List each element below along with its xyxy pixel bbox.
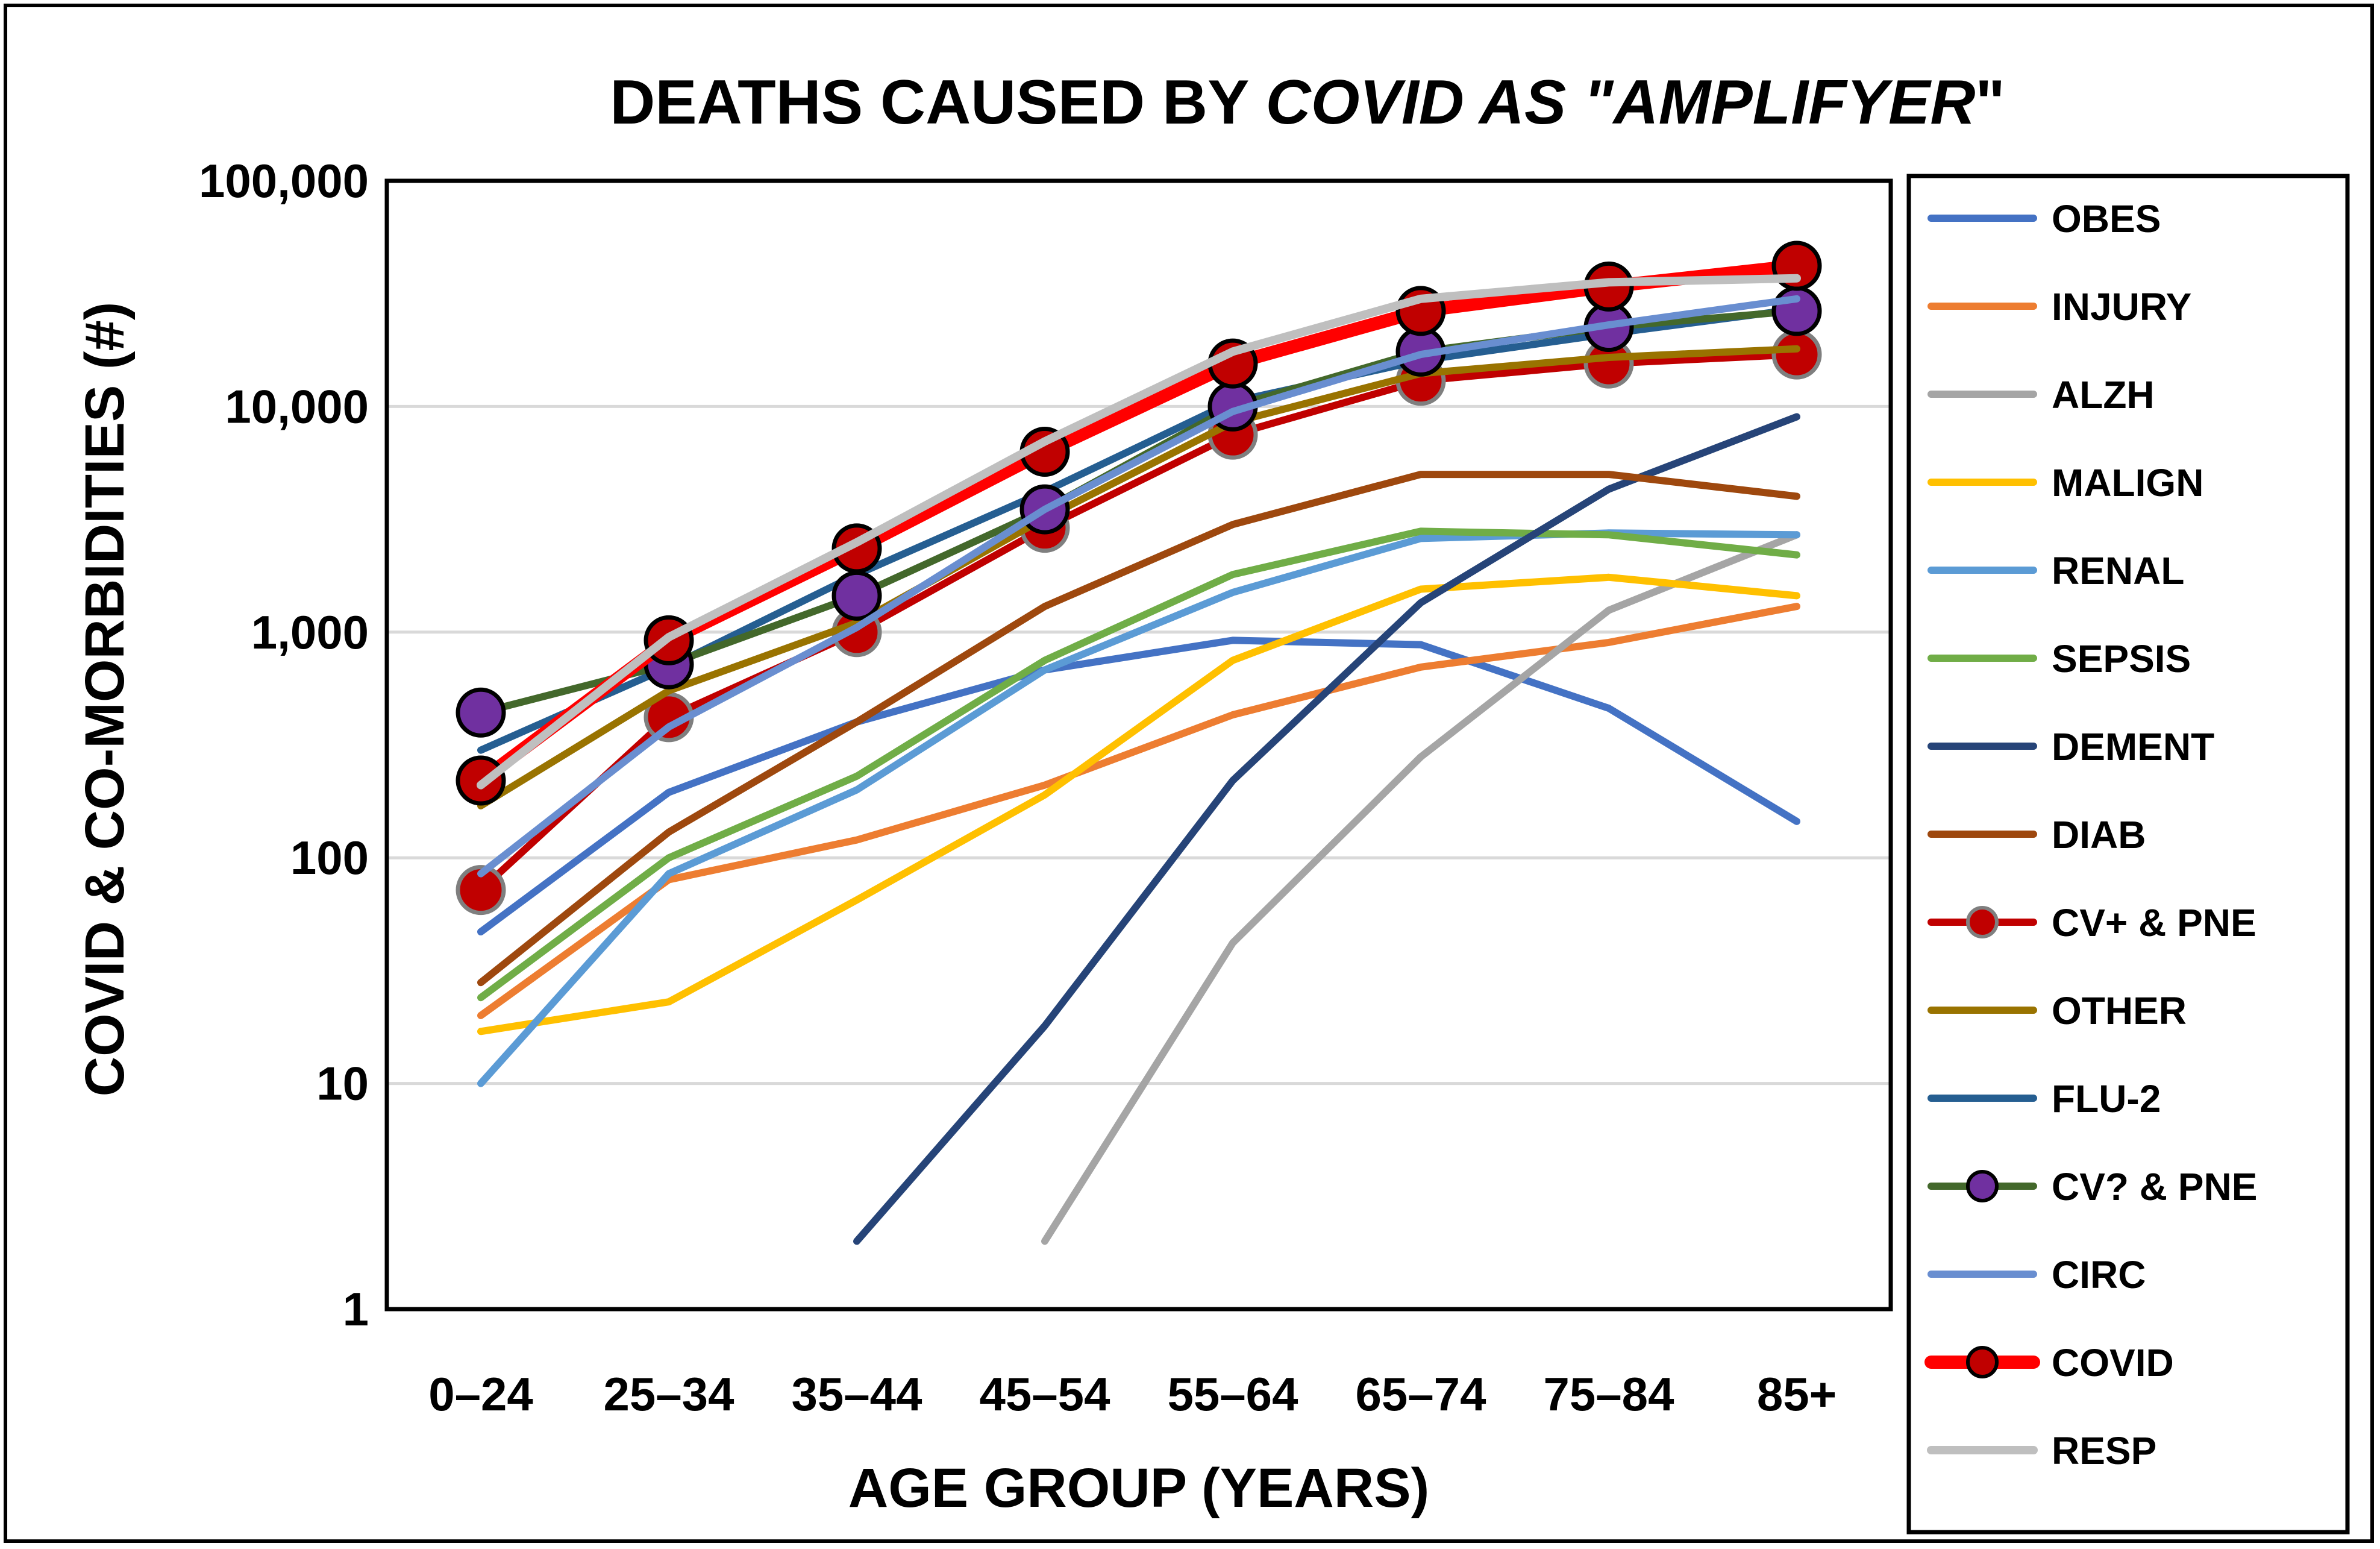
series-line	[477, 573, 1800, 1035]
series-line	[477, 636, 1800, 935]
legend-item: RESP	[1927, 1429, 2156, 1472]
series-line	[477, 471, 1800, 987]
x-tick-label: 85+	[1757, 1368, 1837, 1421]
x-tick-label: 55–64	[1168, 1368, 1298, 1421]
series-resp	[477, 274, 1801, 790]
legend-label: ALZH	[2052, 373, 2155, 416]
y-tick-label: 100,000	[199, 154, 369, 207]
legend-marker	[1966, 906, 1999, 938]
legend-item: FLU-2	[1927, 1077, 2161, 1120]
x-tick-label: 0–24	[428, 1368, 533, 1421]
y-tick-label: 10	[316, 1057, 369, 1110]
y-tick-label: 1,000	[251, 606, 369, 659]
series-layer	[456, 240, 1822, 1245]
legend-item: DEMENT	[1927, 725, 2214, 768]
plot-area-border	[384, 178, 1893, 1312]
series-line	[477, 527, 1800, 1002]
chart-title: DEATHS CAUSED BY COVID AS "AMPLIFYER"	[610, 68, 2005, 137]
legend-marker	[1966, 1170, 1999, 1202]
x-tick-label: 45–54	[980, 1368, 1110, 1421]
y-tick-label: 1	[343, 1283, 369, 1336]
legend-label: SEPSIS	[2052, 637, 2191, 680]
legend-label: DEMENT	[2052, 725, 2214, 768]
legend-item: OTHER	[1927, 989, 2187, 1032]
legend-marker	[1966, 1346, 1999, 1378]
y-tick-labels: 1 10 100 1,000 10,000 100,000	[199, 154, 369, 1336]
legend-label: CV+ & PNE	[2052, 901, 2256, 944]
x-tick-labels: 0–24 25–34 35–44 45–54 55–64 65–74 75–84 85+	[428, 1368, 1837, 1421]
legend-item: DIAB	[1927, 813, 2146, 856]
legend-item: CV? & PNE	[1927, 1165, 2257, 1208]
x-tick-label: 25–34	[604, 1368, 734, 1421]
x-tick-label: 65–74	[1356, 1368, 1486, 1421]
series-line	[477, 603, 1800, 1019]
legend-item: OBES	[1927, 197, 2161, 240]
y-tick-label: 10,000	[225, 380, 369, 433]
series-circ	[477, 295, 1800, 878]
legend-label: CV? & PNE	[2052, 1165, 2257, 1208]
series-line	[477, 345, 1800, 809]
title-prefix: DEATHS CAUSED BY	[610, 68, 1265, 137]
title-italic: COVID AS "AMPLIFYER	[1266, 68, 1976, 137]
legend-label: FLU-2	[2052, 1077, 2161, 1120]
legend-label: RENAL	[2052, 549, 2184, 592]
series-injury	[477, 603, 1800, 1019]
series-obes	[477, 636, 1800, 935]
x-tick-label: 75–84	[1544, 1368, 1674, 1421]
chart-frame	[4, 4, 2374, 1543]
series-line	[477, 295, 1800, 878]
legend-item: INJURY	[1927, 285, 2191, 328]
legend-label: INJURY	[2052, 285, 2191, 328]
series-line	[477, 351, 1800, 894]
title-suffix: "	[1975, 68, 2005, 137]
data-point	[1771, 286, 1822, 336]
legend: OBES INJURY ALZH MALIGN RENAL SEPSIS DEMENT DIA…	[1906, 174, 2350, 1535]
legend-item: COVID	[1924, 1341, 2174, 1384]
x-tick-label: 35–44	[792, 1368, 922, 1421]
series-alzh	[1041, 531, 1800, 1245]
legend-label: OBES	[2052, 197, 2161, 240]
legend-label: RESP	[2052, 1429, 2156, 1472]
legend-item: RENAL	[1927, 549, 2184, 592]
data-point	[456, 865, 506, 916]
data-point	[1771, 329, 1822, 380]
series-malign	[477, 573, 1800, 1035]
y-axis-title: COVID & CO-MORBIDITIES (#)	[74, 302, 136, 1097]
series-line	[477, 274, 1801, 790]
legend-label: OTHER	[2052, 989, 2187, 1032]
legend-label: DIAB	[2052, 813, 2146, 856]
series-line	[1041, 531, 1800, 1245]
legend-label: CIRC	[2052, 1253, 2146, 1296]
legend-label: COVID	[2052, 1341, 2174, 1384]
legend-item: ALZH	[1927, 373, 2155, 416]
series-other	[477, 345, 1800, 809]
data-point	[456, 687, 506, 738]
legend-box	[1906, 174, 2350, 1535]
series-diab	[477, 471, 1800, 987]
legend-item: CV+ & PNE	[1927, 901, 2256, 944]
x-axis-title: AGE GROUP (YEARS)	[848, 1457, 1429, 1519]
legend-item: SEPSIS	[1927, 637, 2191, 680]
legend-item: CIRC	[1927, 1253, 2146, 1296]
legend-label: MALIGN	[2052, 461, 2203, 504]
legend-item: MALIGN	[1927, 461, 2203, 504]
data-point	[831, 570, 882, 621]
y-tick-label: 100	[290, 831, 369, 884]
series-sepsis	[477, 527, 1800, 1002]
